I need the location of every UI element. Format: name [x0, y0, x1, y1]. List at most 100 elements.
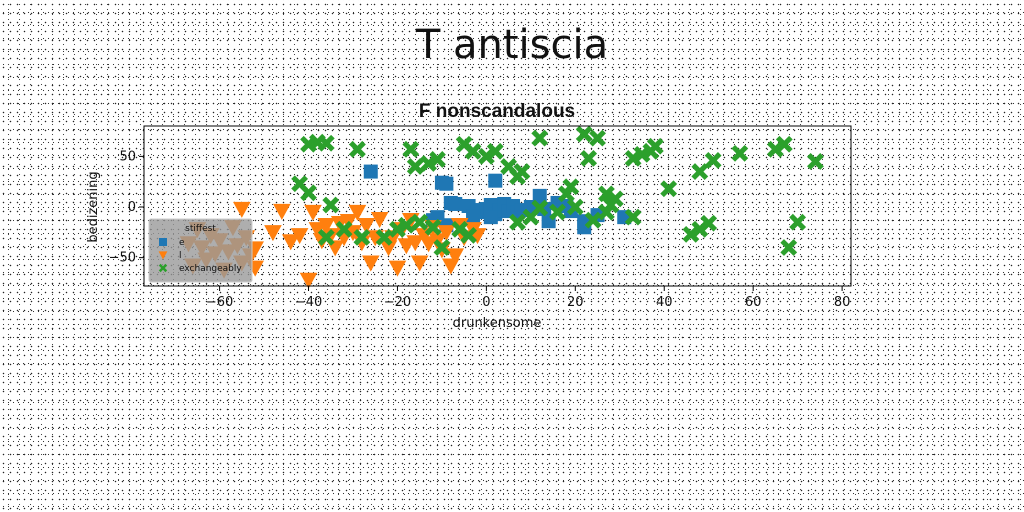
point-exchangeably: [411, 213, 429, 231]
point-l: [348, 204, 367, 221]
point-e: [483, 210, 498, 225]
legend-title: stiffest: [185, 224, 216, 234]
legend-marker-3: [158, 263, 168, 273]
point-exchangeably: [531, 129, 549, 147]
point-e: [448, 196, 463, 211]
point-exchangeably: [429, 151, 446, 168]
x-tick-label: 80: [834, 295, 851, 310]
point-l: [290, 228, 309, 245]
legend-entry-label: l: [179, 251, 182, 261]
x-tick-label: 60: [745, 295, 762, 310]
legend-marker-2: [158, 251, 168, 260]
point-l: [308, 222, 327, 239]
legend-box: [148, 218, 253, 283]
point-exchangeably: [317, 228, 335, 246]
point-exchangeably: [646, 137, 664, 155]
point-l: [233, 201, 251, 218]
point-e: [532, 188, 547, 203]
point-exchangeably: [691, 163, 709, 180]
legend-entry-label: e: [179, 238, 185, 248]
point-exchangeably: [460, 226, 477, 244]
point-l: [299, 272, 318, 289]
x-tick-label: 0: [482, 295, 490, 310]
point-exchangeably: [704, 152, 722, 169]
point-exchangeably: [807, 153, 824, 170]
point-exchangeably: [513, 163, 531, 180]
point-exchangeably: [598, 203, 615, 221]
point-exchangeably: [682, 225, 700, 243]
point-exchangeably: [575, 125, 593, 143]
point-exchangeably: [397, 216, 415, 234]
point-exchangeably: [464, 142, 482, 160]
point-l: [304, 204, 322, 221]
x-axis-label: drunkensome: [453, 316, 542, 331]
point-exchangeably: [353, 228, 371, 246]
point-exchangeably: [477, 147, 495, 165]
point-e: [363, 164, 378, 179]
point-exchangeably: [584, 211, 602, 229]
x-tick-label: −40: [295, 295, 322, 310]
point-l: [388, 260, 407, 277]
point-exchangeably: [531, 199, 549, 217]
point-exchangeably: [598, 185, 615, 203]
point-l: [361, 255, 380, 272]
point-l: [410, 255, 429, 272]
y-tick-label: 0: [128, 200, 136, 215]
point-l: [370, 211, 389, 228]
point-exchangeably: [317, 134, 335, 152]
x-tick-label: −20: [384, 295, 411, 310]
point-e: [488, 173, 503, 188]
point-exchangeably: [335, 220, 353, 238]
point-l: [344, 225, 362, 242]
point-exchangeably: [549, 203, 566, 221]
point-exchangeably: [300, 184, 317, 202]
point-exchangeably: [322, 196, 340, 214]
point-exchangeably: [402, 140, 420, 158]
figure-suptitle: T antiscia: [415, 22, 609, 68]
point-l: [317, 218, 336, 235]
point-exchangeably: [424, 218, 442, 236]
point-l: [281, 234, 300, 251]
point-l: [406, 235, 425, 252]
point-exchangeably: [558, 185, 575, 203]
point-exchangeably: [775, 135, 793, 153]
point-exchangeably: [700, 214, 718, 232]
point-l: [357, 218, 376, 235]
point-exchangeably: [780, 239, 798, 256]
point-exchangeably: [660, 180, 678, 198]
point-exchangeably: [731, 144, 749, 162]
point-exchangeably: [349, 140, 366, 158]
point-exchangeably: [767, 140, 784, 158]
point-exchangeably: [486, 142, 504, 160]
point-e: [439, 176, 454, 191]
point-exchangeably: [433, 239, 451, 256]
y-tick-label: 50: [119, 149, 136, 164]
point-l: [437, 225, 456, 242]
y-tick-label: −50: [109, 251, 136, 266]
axis-ticks: −60 −40 −20 0 20 40 60 80 −50 0 50: [109, 149, 851, 310]
point-exchangeably: [406, 158, 424, 175]
point-exchangeably: [566, 198, 584, 216]
point-l: [264, 225, 282, 242]
point-exchangeably: [624, 208, 642, 226]
point-exchangeably: [580, 150, 598, 167]
point-l: [273, 203, 291, 220]
point-exchangeably: [606, 190, 624, 208]
point-exchangeably: [509, 213, 526, 231]
point-exchangeably: [589, 129, 606, 147]
point-exchangeably: [789, 213, 807, 231]
y-axis-label: bedizening: [86, 171, 101, 242]
x-tick-label: 40: [656, 295, 673, 310]
point-l: [446, 248, 465, 265]
legend-marker-1: [159, 238, 167, 246]
plot-area: [179, 125, 824, 289]
x-tick-label: 20: [567, 295, 584, 310]
chart-title: F nonscandalous: [419, 101, 575, 122]
axes-frame: [143, 125, 852, 287]
legend-entry-label: exchangeably: [179, 264, 242, 274]
x-tick-label: −60: [206, 295, 233, 310]
point-exchangeably: [375, 228, 393, 246]
point-e: [466, 209, 481, 224]
